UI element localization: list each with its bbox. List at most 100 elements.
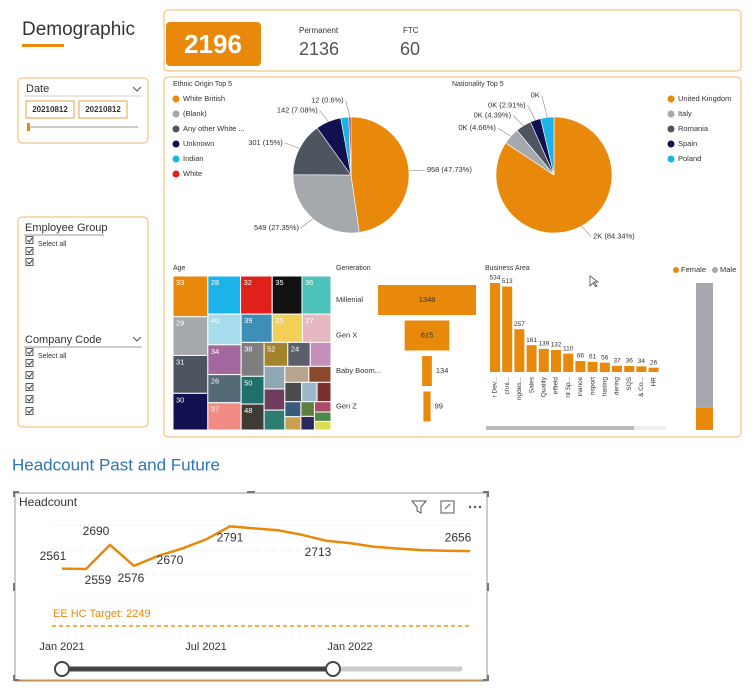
data-label: 61 <box>589 354 597 361</box>
pie-slice <box>348 116 352 176</box>
leader-line <box>527 105 536 121</box>
funnel-bar <box>404 320 450 351</box>
filter-icon[interactable] <box>410 500 428 514</box>
leader-line <box>408 169 425 172</box>
cell-label: 27 <box>305 316 313 325</box>
slicer-item: Select all <box>38 241 67 248</box>
legend-marker <box>667 155 675 163</box>
data-label: 301 (15%) <box>248 138 283 147</box>
data-label: 549 (27.35%) <box>254 223 300 232</box>
treemap-cell <box>271 275 303 315</box>
category-label: inance <box>577 377 584 397</box>
cell-label: 25 <box>275 316 283 325</box>
leader-line <box>284 142 300 149</box>
legend-label: United Kingdom <box>678 94 731 103</box>
leader-line <box>300 218 314 229</box>
slider-handle[interactable] <box>27 123 30 131</box>
chart-title: Business Area <box>485 265 530 272</box>
more-icon[interactable] <box>468 505 482 509</box>
section-title: Headcount Past and Future <box>12 455 220 474</box>
checkbox-list[interactable] <box>25 236 34 415</box>
category-label: dering <box>614 377 621 395</box>
range-handle[interactable] <box>325 661 341 677</box>
cell-label: 52 <box>267 344 275 353</box>
bar <box>526 345 537 372</box>
check-mark <box>27 384 33 390</box>
legend-marker <box>172 155 180 163</box>
kpi-card <box>166 22 261 66</box>
leader-line <box>541 95 548 118</box>
x-tick-label: Jan 2021 <box>39 641 84 653</box>
leader-line <box>319 110 329 122</box>
chart-title: Nationality Top 5 <box>452 81 504 88</box>
treemap-cell <box>172 392 209 431</box>
data-label: 56 <box>601 354 609 361</box>
funnel-bar <box>422 356 432 386</box>
checkbox[interactable] <box>25 359 34 367</box>
cell-label: 32 <box>244 278 252 287</box>
cell-label: 33 <box>176 278 184 287</box>
check-mark <box>27 259 33 265</box>
category-label: Baby Boom... <box>336 366 381 375</box>
focus-icon[interactable] <box>440 500 455 514</box>
data-label: 132 <box>551 342 562 349</box>
legend-label: Poland <box>678 154 701 163</box>
resize-handles[interactable] <box>13 491 489 681</box>
checkbox[interactable] <box>25 247 34 255</box>
cell-label: 35 <box>275 278 283 287</box>
chart-title: Generation <box>336 265 371 272</box>
category-label: Sales <box>528 376 535 393</box>
chart-title: Age <box>173 265 186 272</box>
treemap-cell <box>263 388 286 411</box>
bar <box>563 353 574 372</box>
data-label: 161 <box>526 337 537 344</box>
legend-marker <box>667 95 675 103</box>
data-label: 0K (4.66%) <box>458 123 496 132</box>
category-label: HR <box>650 377 657 387</box>
date-input[interactable] <box>25 100 75 119</box>
chevron[interactable] <box>132 86 142 92</box>
checkbox[interactable] <box>25 236 34 244</box>
data-label: 142 (7.08%) <box>277 106 318 115</box>
data-label: 2690 <box>83 524 110 538</box>
treemap-cell <box>313 401 332 413</box>
treemap-cell <box>309 341 332 367</box>
data-label: 513 <box>502 278 513 285</box>
treemap-cell <box>240 275 273 315</box>
legend-marker <box>172 140 180 148</box>
treemap-cell <box>300 415 315 431</box>
data-label: 66 <box>577 353 585 360</box>
data-label: 37 <box>613 358 621 365</box>
date-input[interactable] <box>78 100 128 119</box>
pie-slice <box>292 127 352 176</box>
filter-panel <box>17 216 149 428</box>
kpi-panel <box>163 9 742 72</box>
page-title: Demographic <box>22 19 135 40</box>
legend-marker <box>712 267 719 273</box>
data-label: 2576 <box>118 571 145 585</box>
kpi-value: 60 <box>400 39 420 59</box>
stacked-segment <box>696 283 713 408</box>
chevron[interactable] <box>132 336 142 342</box>
checkbox[interactable] <box>25 371 34 379</box>
cell-label: 36 <box>305 278 313 287</box>
checkbox[interactable] <box>25 348 34 356</box>
leader-line <box>497 127 512 137</box>
checkbox[interactable] <box>25 258 34 266</box>
range-handle[interactable] <box>54 661 70 677</box>
cell-label: 48 <box>244 406 252 415</box>
data-label: 2K (84.34%) <box>593 232 635 241</box>
data-label: 0K (4.39%) <box>474 111 512 120</box>
data-label: 110 <box>563 345 574 352</box>
checkbox[interactable] <box>25 407 34 415</box>
x-tick-label: Jan 2022 <box>327 641 372 653</box>
category-label: Millenial <box>336 295 363 304</box>
checkbox[interactable] <box>25 383 34 391</box>
cell-label: 31 <box>176 357 184 366</box>
category-label: SQS <box>626 376 633 390</box>
category-label: Gen X <box>336 330 357 339</box>
scrollbar-thumb[interactable] <box>486 426 634 430</box>
treemap-cell <box>263 409 286 431</box>
checkbox[interactable] <box>25 395 34 403</box>
